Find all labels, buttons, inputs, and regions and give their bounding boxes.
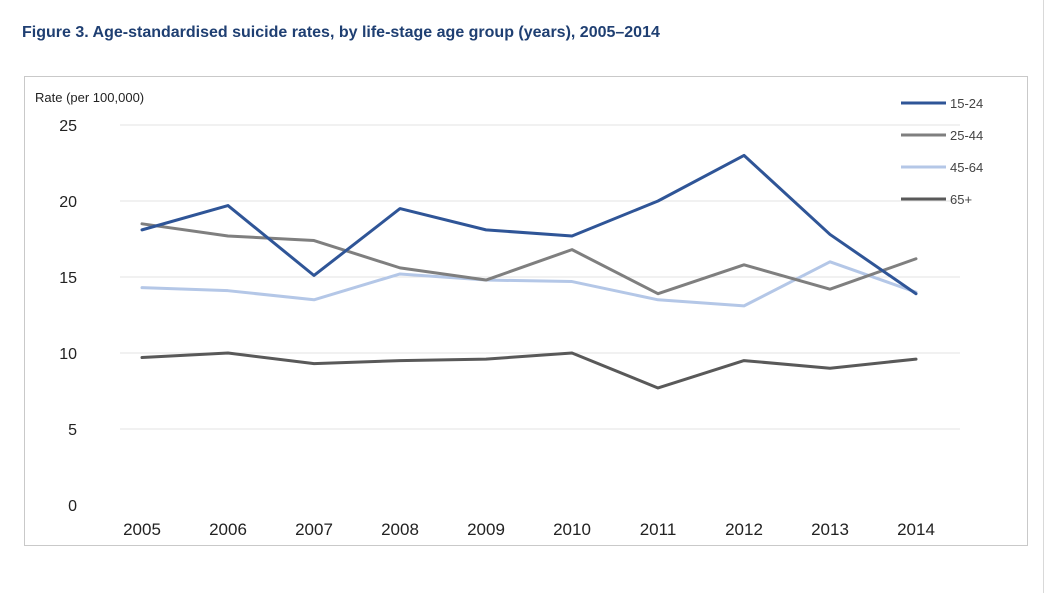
x-tick-label: 2006 — [209, 520, 247, 539]
y-tick-label: 20 — [59, 194, 77, 211]
y-tick-label: 0 — [68, 498, 77, 515]
legend: 15-24 25-44 45-64 65+ — [901, 96, 983, 207]
chart-frame: 0 5 10 15 20 25 2005 2006 2007 2008 2009 2010 2011 2… — [24, 76, 1028, 546]
series-lines — [140, 153, 918, 390]
series-line-45-64 — [140, 260, 918, 308]
y-tick-label: 15 — [59, 270, 77, 287]
x-tick-label: 2009 — [467, 520, 505, 539]
legend-label: 25-44 — [950, 128, 983, 143]
legend-label: 45-64 — [950, 160, 983, 175]
series-line-25-44 — [140, 222, 918, 296]
series-line-15-24 — [140, 153, 918, 296]
x-tick-label: 2007 — [295, 520, 333, 539]
x-tick-label: 2011 — [640, 520, 677, 539]
x-tick-label: 2013 — [811, 520, 849, 539]
x-tick-label: 2005 — [123, 520, 161, 539]
y-tick-label: 10 — [59, 346, 77, 363]
legend-label: 15-24 — [950, 96, 983, 111]
series-line-65plus — [140, 351, 918, 390]
x-tick-label: 2014 — [897, 520, 935, 539]
y-axis-label: Rate (per 100,000) — [35, 90, 144, 105]
x-tick-label: 2008 — [381, 520, 419, 539]
x-axis-ticks: 2005 2006 2007 2008 2009 2010 2011 2012 2013 2014 — [123, 520, 935, 539]
x-tick-label: 2010 — [553, 520, 591, 539]
page-edge-divider — [1043, 0, 1044, 593]
figure-title: Figure 3. Age-standardised suicide rates… — [22, 24, 660, 41]
x-tick-label: 2012 — [725, 520, 763, 539]
gridlines — [120, 124, 960, 430]
legend-label: 65+ — [950, 192, 972, 207]
y-axis-ticks: 0 5 10 15 20 25 — [59, 118, 77, 515]
y-tick-label: 25 — [59, 118, 77, 135]
y-tick-label: 5 — [68, 422, 77, 439]
